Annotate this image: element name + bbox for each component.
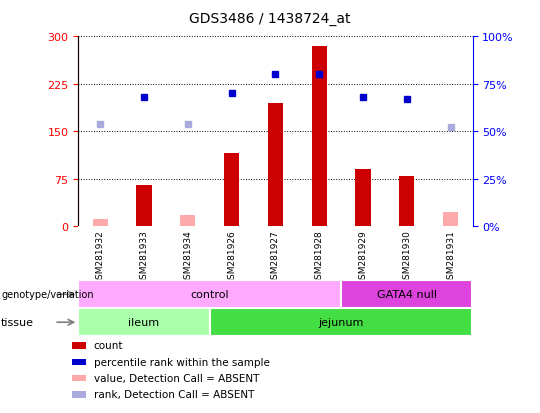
Bar — [78, 281, 341, 309]
Text: genotype/variation: genotype/variation — [1, 290, 94, 299]
Text: GATA4 null: GATA4 null — [377, 290, 437, 299]
Text: percentile rank within the sample: percentile rank within the sample — [94, 357, 269, 367]
Bar — [312, 47, 327, 227]
Bar — [78, 309, 210, 336]
Bar — [341, 281, 472, 309]
Text: GSM281928: GSM281928 — [315, 230, 323, 284]
Bar — [71, 342, 86, 349]
Text: GSM281934: GSM281934 — [183, 230, 192, 284]
Text: jejunum: jejunum — [319, 318, 364, 328]
Bar — [268, 104, 283, 227]
Bar — [180, 215, 195, 227]
Text: count: count — [94, 340, 123, 351]
Text: value, Detection Call = ABSENT: value, Detection Call = ABSENT — [94, 373, 259, 383]
Text: ileum: ileum — [129, 318, 159, 328]
Text: GSM281927: GSM281927 — [271, 230, 280, 284]
Bar — [443, 213, 458, 227]
Text: GSM281933: GSM281933 — [139, 230, 148, 284]
Bar — [355, 170, 370, 227]
Bar — [71, 391, 86, 398]
Text: rank, Detection Call = ABSENT: rank, Detection Call = ABSENT — [94, 389, 254, 399]
Text: GSM281931: GSM281931 — [446, 230, 455, 284]
Text: GSM281932: GSM281932 — [96, 230, 105, 284]
Bar — [136, 186, 152, 227]
Bar — [92, 219, 108, 227]
Bar — [71, 358, 86, 365]
Text: control: control — [191, 290, 229, 299]
Bar — [224, 154, 239, 227]
Text: GSM281929: GSM281929 — [359, 230, 368, 284]
Text: GSM281930: GSM281930 — [402, 230, 411, 284]
Bar — [71, 375, 86, 381]
Text: tissue: tissue — [1, 318, 34, 328]
Text: GSM281926: GSM281926 — [227, 230, 236, 284]
Text: GDS3486 / 1438724_at: GDS3486 / 1438724_at — [189, 12, 351, 26]
Bar — [210, 309, 472, 336]
Bar — [399, 176, 415, 227]
